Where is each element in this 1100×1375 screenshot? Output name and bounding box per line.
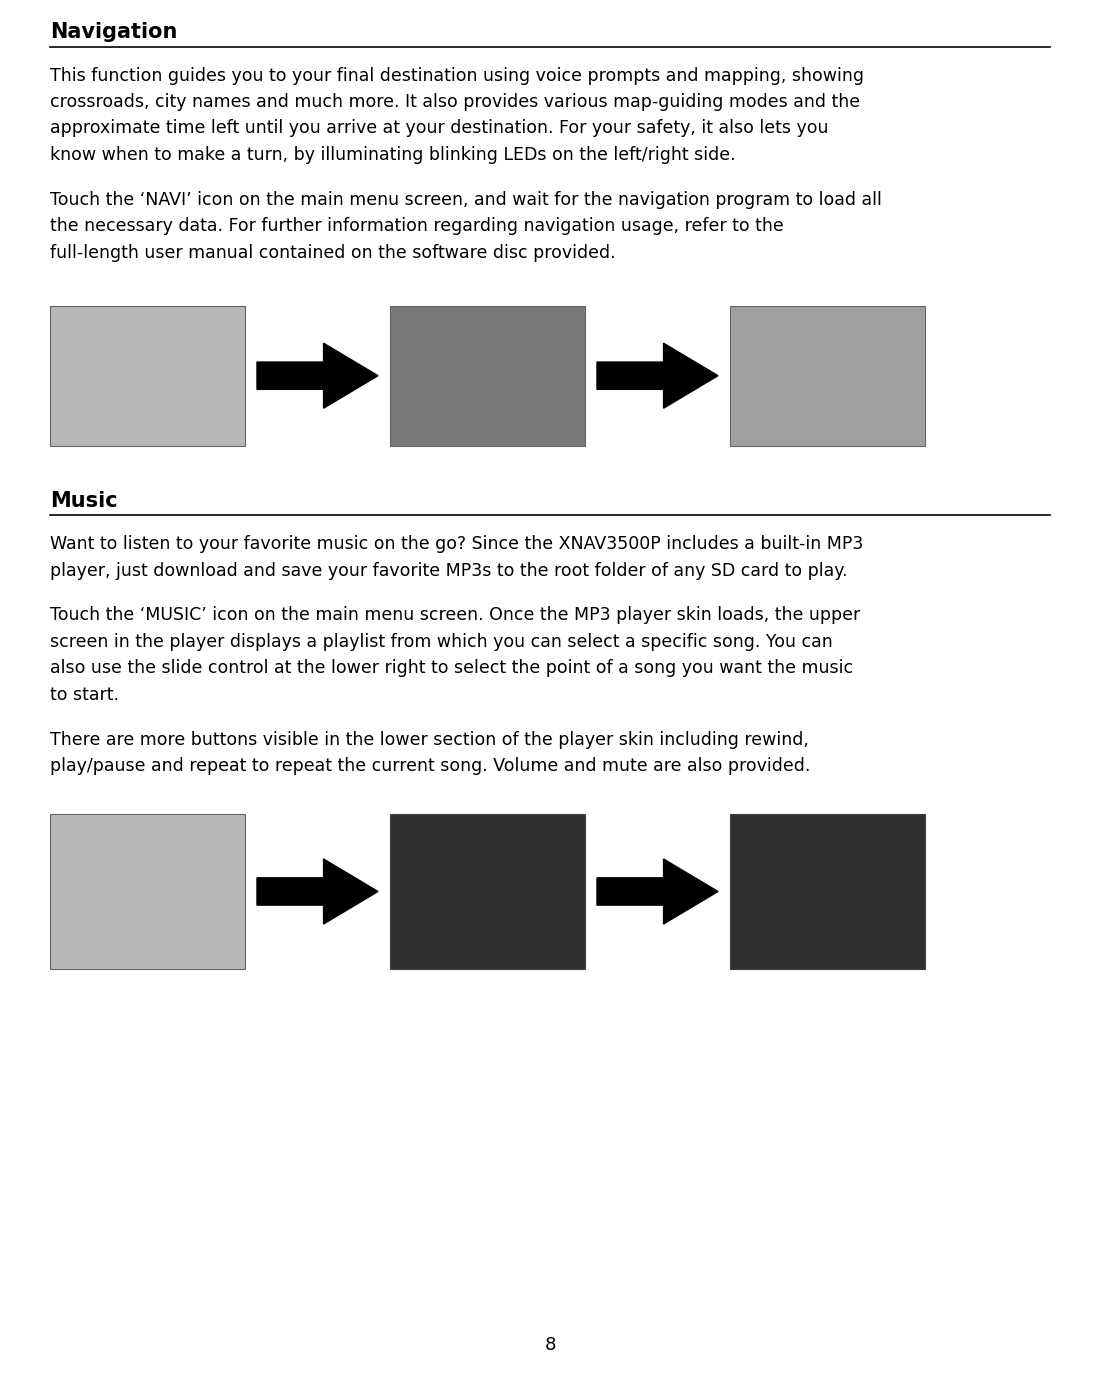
- Bar: [50, 305, 245, 446]
- Bar: [390, 814, 585, 969]
- Text: Touch the ‘MUSIC’ icon on the main menu screen. Once the MP3 player skin loads, : Touch the ‘MUSIC’ icon on the main menu …: [50, 606, 860, 704]
- Bar: [730, 305, 925, 446]
- Text: Touch the ‘NAVI’ icon on the main menu screen, and wait for the navigation progr: Touch the ‘NAVI’ icon on the main menu s…: [50, 191, 882, 261]
- Text: 8: 8: [544, 1336, 556, 1354]
- Polygon shape: [597, 859, 718, 924]
- Text: This function guides you to your final destination using voice prompts and mappi: This function guides you to your final d…: [50, 66, 864, 164]
- Text: There are more buttons visible in the lower section of the player skin including: There are more buttons visible in the lo…: [50, 730, 811, 775]
- Bar: [730, 814, 925, 969]
- Text: Music: Music: [50, 491, 118, 510]
- Polygon shape: [257, 344, 378, 408]
- Text: Navigation: Navigation: [50, 22, 177, 43]
- Text: Want to listen to your favorite music on the go? Since the XNAV3500P includes a : Want to listen to your favorite music on…: [50, 535, 864, 580]
- Polygon shape: [257, 859, 378, 924]
- Bar: [390, 305, 585, 446]
- Bar: [50, 814, 245, 969]
- Polygon shape: [597, 344, 718, 408]
